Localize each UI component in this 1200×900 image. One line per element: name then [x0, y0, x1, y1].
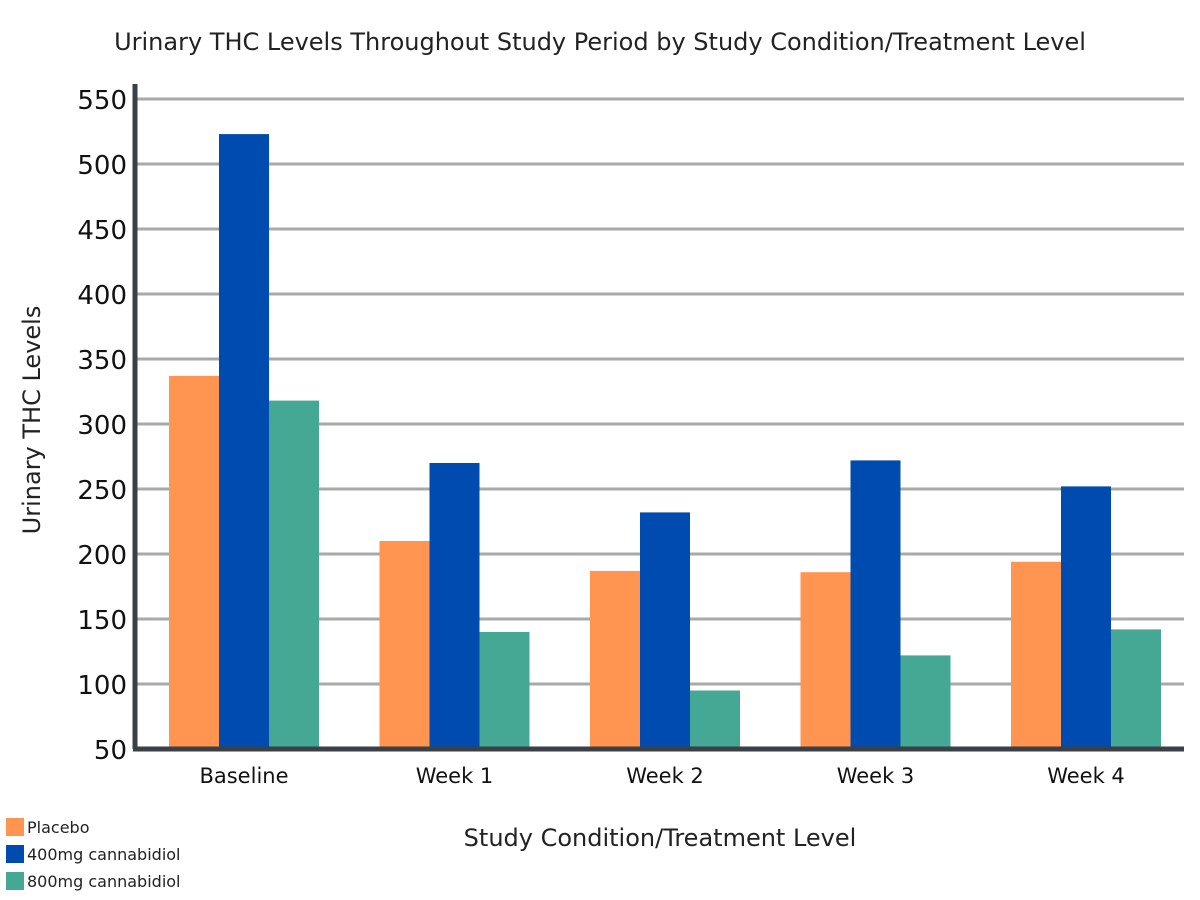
bar-400mg-cannabidiol-baseline: [219, 134, 269, 750]
legend-swatch: [6, 845, 24, 863]
bar-placebo-week-2: [590, 570, 640, 749]
legend: Placebo 400mg cannabidiol 800mg cannabidio…: [6, 818, 181, 891]
bar-800mg-cannabidiol-week-2: [690, 690, 740, 749]
x-tick-label: Week 3: [837, 764, 915, 788]
bar-400mg-cannabidiol-week-4: [1061, 486, 1111, 749]
y-tick-label: 100: [77, 671, 127, 701]
legend-label: 400mg cannabidiol: [27, 845, 181, 864]
x-tick-label: Week 4: [1047, 764, 1125, 788]
y-axis-title: Urinary THC Levels: [18, 306, 46, 535]
x-tick-labels: Baseline Week 1 Week 2 Week 3 Week 4: [199, 764, 1124, 788]
bars: [169, 134, 1161, 750]
y-tick-label: 250: [77, 476, 127, 506]
bar-400mg-cannabidiol-week-2: [640, 512, 690, 749]
axes: [132, 84, 1184, 752]
x-axis-title: Study Condition/Treatment Level: [464, 824, 857, 852]
y-tick-label: 450: [77, 216, 127, 246]
legend-label: Placebo: [27, 818, 89, 837]
y-tick-label: 500: [77, 151, 127, 181]
y-tick-label: 550: [77, 86, 127, 116]
legend-swatch: [6, 818, 24, 836]
y-tick-labels: 50 100 150 200 250 300 350 400 450 500 550: [77, 86, 127, 766]
y-tick-label: 300: [77, 411, 127, 441]
bar-400mg-cannabidiol-week-1: [429, 463, 480, 749]
bar-placebo-baseline: [169, 375, 219, 749]
legend-label: 800mg cannabidiol: [27, 872, 181, 891]
x-tick-label: Week 1: [416, 764, 494, 788]
y-tick-label: 350: [77, 346, 127, 376]
bar-400mg-cannabidiol-week-3: [850, 460, 901, 749]
bar-placebo-week-3: [800, 572, 851, 749]
x-tick-label: Week 2: [626, 764, 704, 788]
chart-title: Urinary THC Levels Throughout Study Peri…: [114, 28, 1086, 56]
y-tick-label: 150: [77, 606, 127, 636]
bar-placebo-week-4: [1011, 561, 1061, 749]
y-tick-label: 200: [77, 541, 127, 571]
y-tick-label: 400: [77, 281, 127, 311]
legend-swatch: [6, 872, 24, 890]
bar-800mg-cannabidiol-week-3: [900, 655, 951, 749]
bar-800mg-cannabidiol-week-4: [1111, 629, 1161, 749]
x-tick-label: Baseline: [199, 764, 288, 788]
bar-placebo-week-1: [379, 541, 430, 749]
y-tick-label: 50: [94, 736, 127, 766]
bar-800mg-cannabidiol-week-1: [479, 632, 530, 749]
bar-800mg-cannabidiol-baseline: [269, 400, 319, 749]
